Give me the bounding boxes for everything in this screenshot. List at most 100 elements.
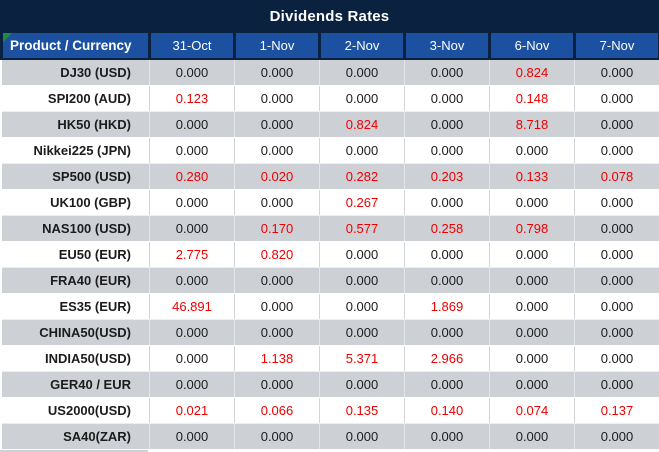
value-cell[interactable]: 0.280 [149, 163, 235, 190]
value-cell[interactable]: 0.000 [149, 137, 235, 164]
value-cell[interactable]: 0.282 [319, 163, 405, 190]
value-cell[interactable]: 0.000 [319, 293, 405, 320]
value-cell[interactable]: 0.000 [404, 319, 490, 346]
value-cell[interactable]: 0.000 [404, 267, 490, 294]
value-cell[interactable]: 0.000 [234, 267, 320, 294]
value-cell[interactable]: 0.000 [574, 137, 659, 164]
value-cell[interactable]: 0.000 [489, 319, 575, 346]
value-cell[interactable]: 0.000 [489, 371, 575, 398]
product-cell[interactable]: Nikkei225 (JPN) [1, 137, 150, 164]
value-cell[interactable]: 0.000 [489, 137, 575, 164]
value-cell[interactable]: 0.000 [319, 85, 405, 112]
value-cell[interactable]: 0.000 [489, 241, 575, 268]
value-cell[interactable]: 0.824 [489, 59, 575, 86]
value-cell[interactable]: 2.966 [404, 345, 490, 372]
product-cell[interactable]: SPI200 (AUD) [1, 85, 150, 112]
value-cell[interactable]: 0.000 [234, 319, 320, 346]
header-date-1-nov[interactable]: 1-Nov [233, 33, 320, 60]
value-cell[interactable]: 0.820 [234, 241, 320, 268]
value-cell[interactable]: 0.000 [574, 85, 659, 112]
value-cell[interactable]: 0.000 [574, 111, 659, 138]
value-cell[interactable]: 0.000 [489, 423, 575, 450]
value-cell[interactable]: 0.000 [404, 137, 490, 164]
value-cell[interactable]: 0.000 [489, 189, 575, 216]
value-cell[interactable]: 0.123 [149, 85, 235, 112]
value-cell[interactable]: 0.000 [574, 215, 659, 242]
product-cell[interactable]: FRA40 (EUR) [1, 267, 150, 294]
value-cell[interactable]: 8.718 [489, 111, 575, 138]
value-cell[interactable]: 0.066 [234, 397, 320, 424]
value-cell[interactable]: 0.000 [149, 319, 235, 346]
value-cell[interactable]: 0.021 [149, 397, 235, 424]
value-cell[interactable]: 0.000 [404, 59, 490, 86]
header-date-6-nov[interactable]: 6-Nov [488, 33, 575, 60]
value-cell[interactable]: 0.000 [149, 267, 235, 294]
product-cell[interactable]: NAS100 (USD) [1, 215, 150, 242]
header-date-3-nov[interactable]: 3-Nov [403, 33, 490, 60]
header-date-2-nov[interactable]: 2-Nov [318, 33, 405, 60]
product-cell[interactable]: SA40(ZAR) [1, 423, 150, 450]
value-cell[interactable]: 0.577 [319, 215, 405, 242]
value-cell[interactable]: 0.000 [319, 59, 405, 86]
product-cell[interactable]: HK50 (HKD) [1, 111, 150, 138]
value-cell[interactable]: 0.203 [404, 163, 490, 190]
value-cell[interactable]: 0.000 [574, 267, 659, 294]
value-cell[interactable]: 0.000 [574, 241, 659, 268]
product-cell[interactable]: CHINA50(USD) [1, 319, 150, 346]
value-cell[interactable]: 0.000 [149, 111, 235, 138]
value-cell[interactable]: 0.133 [489, 163, 575, 190]
value-cell[interactable]: 0.074 [489, 397, 575, 424]
value-cell[interactable]: 0.000 [574, 423, 659, 450]
value-cell[interactable]: 0.148 [489, 85, 575, 112]
value-cell[interactable]: 0.000 [574, 293, 659, 320]
value-cell[interactable]: 0.000 [149, 423, 235, 450]
value-cell[interactable]: 0.000 [574, 189, 659, 216]
value-cell[interactable]: 0.000 [234, 59, 320, 86]
value-cell[interactable]: 0.000 [319, 267, 405, 294]
value-cell[interactable]: 0.000 [319, 371, 405, 398]
header-product-currency[interactable]: Product / Currency [0, 33, 150, 60]
value-cell[interactable]: 0.267 [319, 189, 405, 216]
value-cell[interactable]: 0.000 [319, 423, 405, 450]
value-cell[interactable]: 0.000 [404, 423, 490, 450]
value-cell[interactable]: 0.000 [574, 345, 659, 372]
value-cell[interactable]: 0.824 [319, 111, 405, 138]
value-cell[interactable]: 0.798 [489, 215, 575, 242]
value-cell[interactable]: 0.258 [404, 215, 490, 242]
value-cell[interactable]: 0.000 [489, 293, 575, 320]
value-cell[interactable]: 1.138 [234, 345, 320, 372]
value-cell[interactable]: 0.000 [319, 137, 405, 164]
value-cell[interactable]: 0.000 [234, 423, 320, 450]
value-cell[interactable]: 0.000 [404, 241, 490, 268]
value-cell[interactable]: 0.000 [234, 137, 320, 164]
value-cell[interactable]: 0.170 [234, 215, 320, 242]
value-cell[interactable]: 0.000 [234, 85, 320, 112]
value-cell[interactable]: 46.891 [149, 293, 235, 320]
value-cell[interactable]: 0.000 [404, 371, 490, 398]
value-cell[interactable]: 0.137 [574, 397, 659, 424]
value-cell[interactable]: 0.000 [404, 189, 490, 216]
value-cell[interactable]: 0.078 [574, 163, 659, 190]
value-cell[interactable]: 0.000 [574, 319, 659, 346]
value-cell[interactable]: 5.371 [319, 345, 405, 372]
value-cell[interactable]: 0.000 [404, 111, 490, 138]
value-cell[interactable]: 0.000 [574, 59, 659, 86]
value-cell[interactable]: 0.000 [404, 85, 490, 112]
value-cell[interactable]: 0.000 [234, 111, 320, 138]
value-cell[interactable]: 0.000 [319, 319, 405, 346]
value-cell[interactable]: 0.000 [149, 59, 235, 86]
value-cell[interactable]: 2.775 [149, 241, 235, 268]
header-date-31-oct[interactable]: 31-Oct [148, 33, 235, 60]
value-cell[interactable]: 0.000 [149, 345, 235, 372]
product-cell[interactable]: EU50 (EUR) [1, 241, 150, 268]
value-cell[interactable]: 0.000 [574, 371, 659, 398]
value-cell[interactable]: 0.000 [149, 371, 235, 398]
product-cell[interactable]: GER40 / EUR [1, 371, 150, 398]
value-cell[interactable]: 0.000 [234, 189, 320, 216]
product-cell[interactable]: SP500 (USD) [1, 163, 150, 190]
value-cell[interactable]: 0.140 [404, 397, 490, 424]
value-cell[interactable]: 0.000 [489, 345, 575, 372]
product-cell[interactable]: UK100 (GBP) [1, 189, 150, 216]
product-cell[interactable]: INDIA50(USD) [1, 345, 150, 372]
value-cell[interactable]: 0.000 [319, 241, 405, 268]
